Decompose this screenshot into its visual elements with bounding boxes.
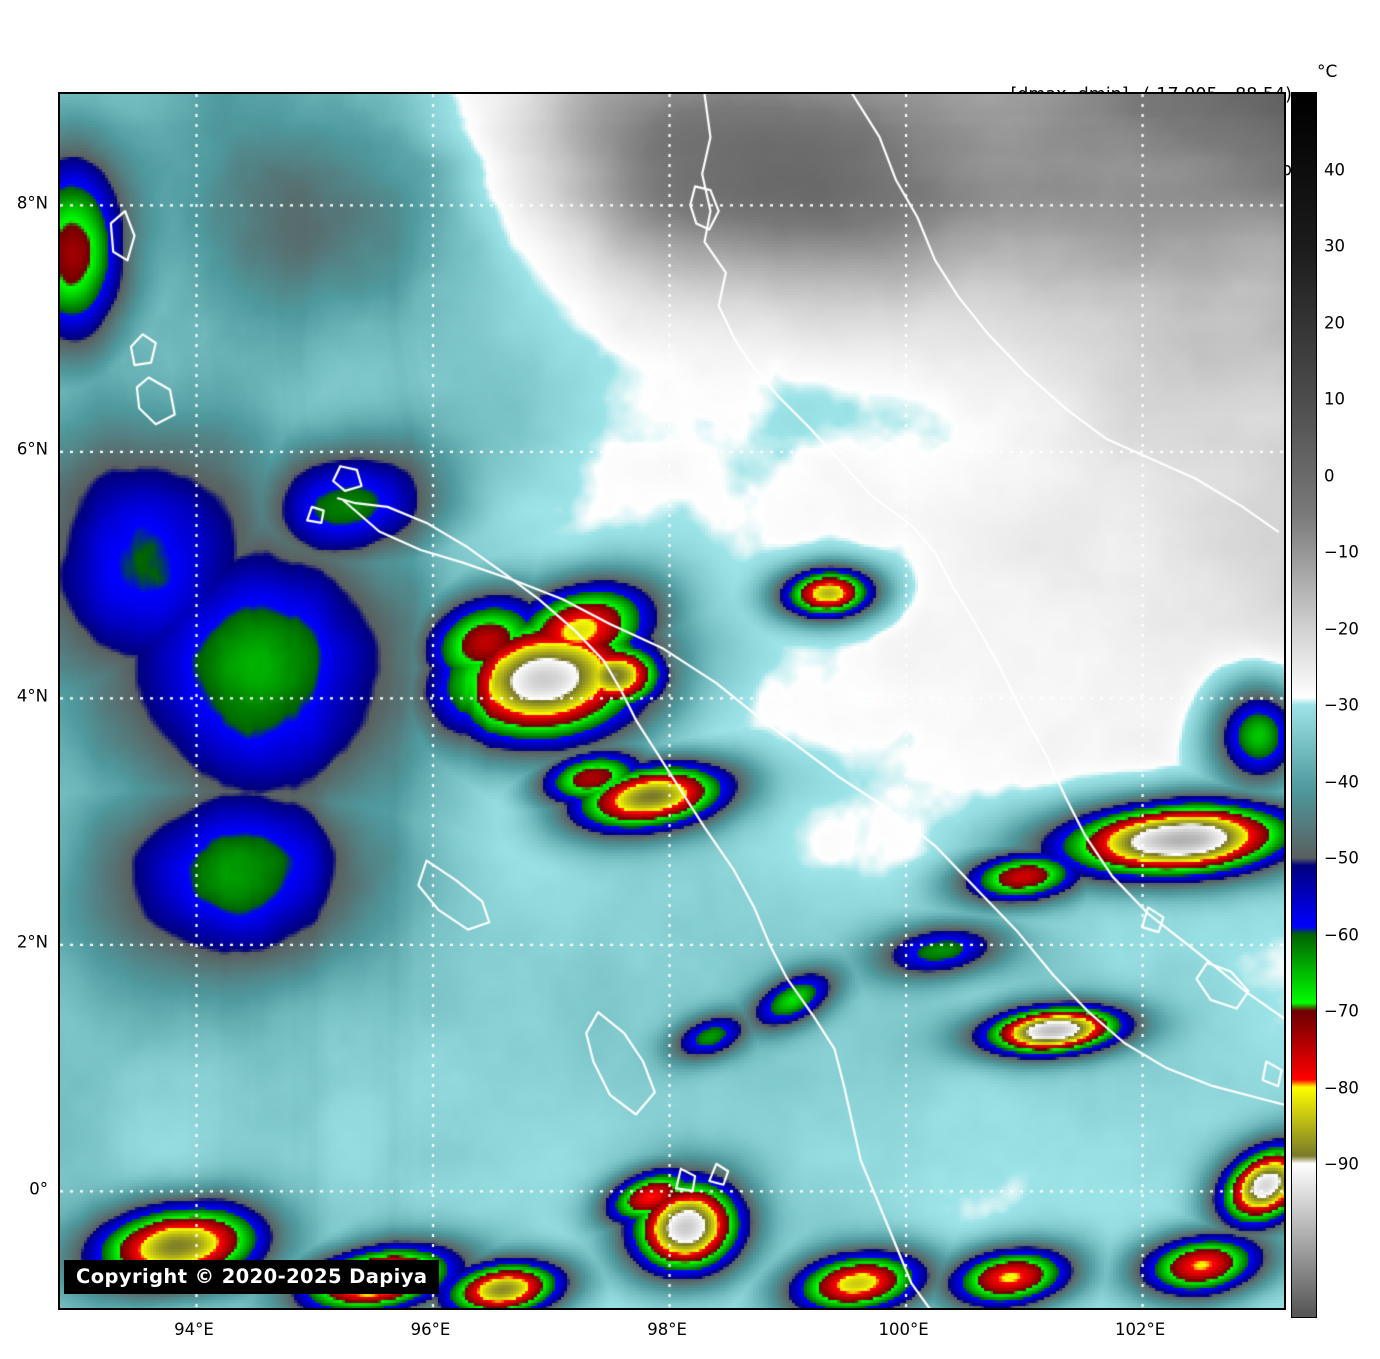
colorbar-tick-4: 0 xyxy=(1324,466,1335,485)
lat-tick-4: 0° xyxy=(29,1179,48,1199)
colorbar-tick-2: 20 xyxy=(1324,313,1345,332)
colorbar-tick-0: 40 xyxy=(1324,160,1345,179)
colorbar-tick-13: −90 xyxy=(1324,1154,1359,1174)
colorbar-tick-10: −60 xyxy=(1324,925,1359,944)
colorbar-tick-3: 10 xyxy=(1324,389,1345,409)
lon-tick-2: 98°E xyxy=(647,1320,687,1339)
colorbar-tick-7: −30 xyxy=(1324,695,1359,715)
satellite-image-map[interactable]: Copyright © 2020-2025 Dapiya xyxy=(58,92,1286,1310)
colorbar-tick-9: −50 xyxy=(1324,848,1359,868)
colorbar-gradient xyxy=(1292,93,1316,1317)
lat-tick-1: 6°N xyxy=(16,439,48,459)
lon-tick-3: 100°E xyxy=(878,1320,929,1339)
colorbar-tick-12: −80 xyxy=(1324,1078,1359,1097)
copyright-badge: Copyright © 2020-2025 Dapiya xyxy=(64,1260,440,1294)
lon-tick-4: 102°E xyxy=(1114,1320,1166,1339)
colorbar-tick-5: −10 xyxy=(1324,542,1359,562)
lon-tick-1: 96°E xyxy=(410,1320,451,1339)
lat-tick-0: 8°N xyxy=(16,193,48,213)
colorbar[interactable] xyxy=(1291,92,1317,1318)
satellite-imagery-canvas xyxy=(60,94,1284,1308)
lat-tick-3: 2°N xyxy=(16,932,48,952)
lon-tick-0: 94°E xyxy=(174,1320,214,1339)
colorbar-tick-11: −70 xyxy=(1324,1001,1359,1021)
colorbar-unit-label: °C xyxy=(1317,62,1338,82)
colorbar-tick-8: −40 xyxy=(1324,772,1359,791)
lat-tick-2: 4°N xyxy=(16,686,48,706)
colorbar-tick-6: −20 xyxy=(1324,619,1359,638)
colorbar-tick-1: 30 xyxy=(1324,236,1345,256)
